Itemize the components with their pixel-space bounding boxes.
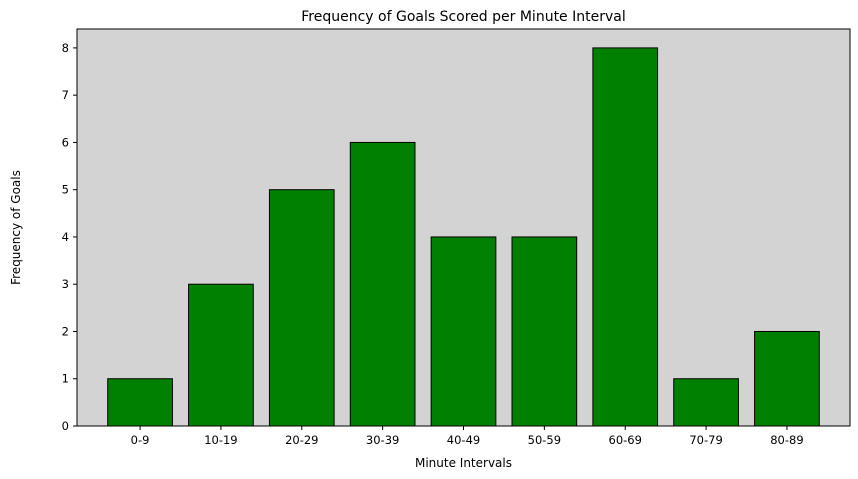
x-axis-label: Minute Intervals (415, 456, 512, 470)
x-tick-label: 0-9 (131, 433, 150, 447)
y-tick-label: 5 (62, 183, 69, 197)
y-tick-label: 2 (62, 324, 69, 338)
x-tick-label: 10-19 (204, 433, 237, 447)
bar-60-69 (592, 47, 659, 427)
bar-80-89 (754, 330, 820, 427)
y-tick-label: 1 (62, 372, 69, 386)
bar-50-59 (511, 236, 578, 427)
x-ticks-group: 0-9 10-19 20-29 30-39 40-49 50-59 60-69 70-79 80… (131, 426, 804, 447)
y-tick-label: 3 (62, 277, 69, 291)
x-tick-label: 50-59 (528, 433, 561, 447)
x-tick-label: 40-49 (447, 433, 480, 447)
y-axis-label: Frequency of Goals (9, 170, 23, 285)
plot-frame (76, 28, 851, 427)
y-tick-label: 7 (62, 88, 69, 102)
y-tick-label: 4 (62, 230, 69, 244)
x-tick-label: 80-89 (770, 433, 803, 447)
bar-20-29 (268, 189, 335, 427)
bar-40-49 (430, 236, 497, 427)
bar-0-9 (107, 378, 173, 427)
y-tick-label: 8 (62, 41, 69, 55)
bar-10-19 (188, 283, 254, 427)
x-tick-label: 60-69 (609, 433, 642, 447)
y-ticks-group: 0 1 2 3 4 5 6 7 8 (62, 41, 77, 433)
y-tick-label: 0 (62, 419, 69, 433)
chart-title: Frequency of Goals Scored per Minute Int… (301, 9, 625, 25)
x-tick-label: 30-39 (366, 433, 399, 447)
x-tick-label: 70-79 (689, 433, 722, 447)
bar-30-39 (349, 141, 416, 427)
bars-group (107, 47, 820, 427)
bar-70-79 (673, 378, 739, 427)
x-tick-label: 20-29 (285, 433, 318, 447)
y-tick-label: 6 (62, 135, 69, 149)
